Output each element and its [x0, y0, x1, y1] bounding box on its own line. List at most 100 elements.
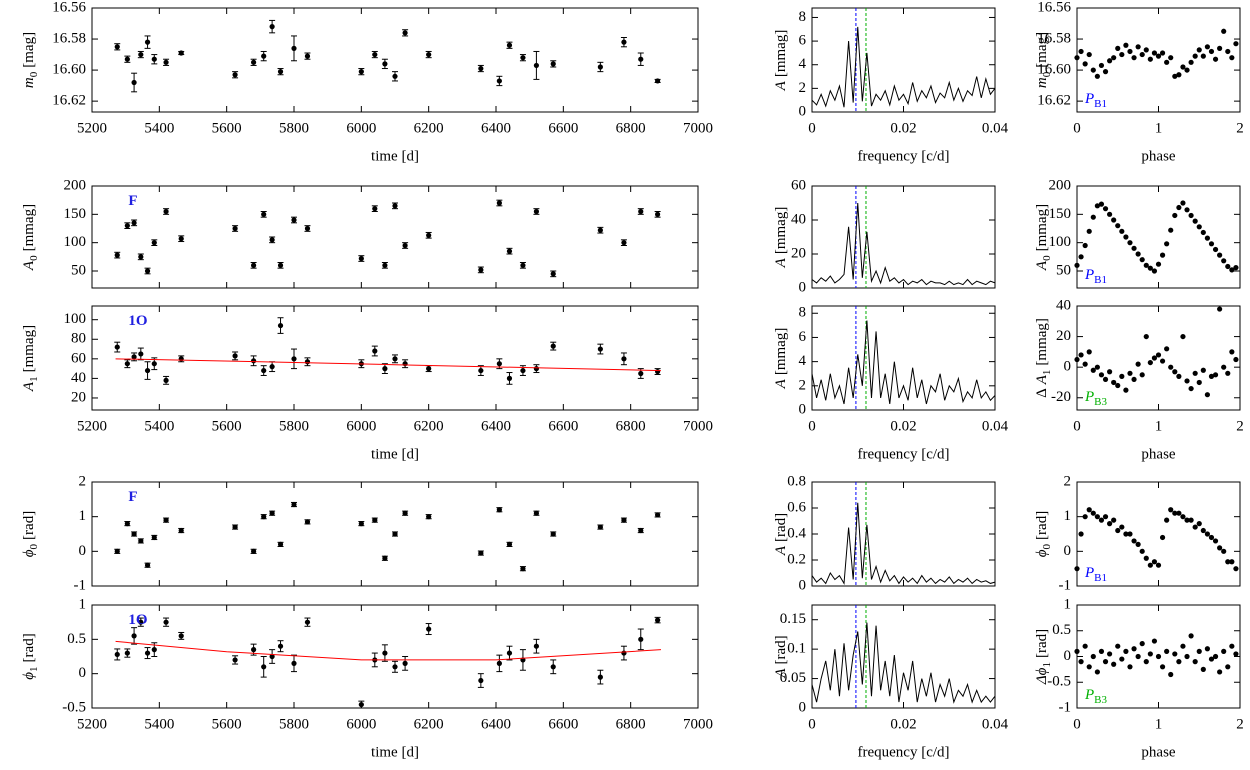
data-point	[1127, 370, 1133, 376]
data-point	[1155, 352, 1162, 358]
data-point	[1192, 370, 1198, 376]
data-point	[151, 647, 157, 653]
y-tick-label: 0	[1064, 648, 1072, 664]
data-point	[1123, 531, 1129, 537]
y-axis-label: A [mmag]	[773, 328, 789, 390]
data-point	[478, 367, 484, 374]
data-point	[1131, 646, 1137, 652]
data-point	[1159, 664, 1166, 670]
data-point	[1139, 641, 1145, 647]
data-point	[506, 375, 513, 381]
y-tick-label: 40	[1056, 297, 1071, 313]
data-point	[232, 225, 238, 232]
label-part: [mmag]	[1034, 204, 1050, 251]
x-tick-label: 0	[808, 120, 816, 136]
label-part: m	[21, 77, 37, 88]
data-point	[597, 64, 603, 70]
data-point	[1086, 51, 1092, 58]
data-point	[1212, 372, 1219, 378]
label-part: 1O	[128, 612, 147, 628]
y-tick-label: 6	[799, 329, 807, 345]
label-part: 1	[28, 666, 40, 672]
label-part: [mag]	[1034, 32, 1050, 68]
data-point	[1115, 382, 1121, 389]
data-point	[1098, 201, 1105, 207]
x-tick-label: 0.04	[982, 120, 1009, 136]
data-point	[269, 510, 275, 516]
data-point	[1098, 648, 1105, 654]
data-point	[1111, 217, 1117, 223]
data-point	[1147, 562, 1153, 568]
data-point	[138, 619, 144, 625]
y-axis-label: m0 [mag]	[1034, 32, 1052, 88]
label-part: [rad]	[773, 635, 789, 664]
x-tick-label: 6600	[548, 418, 578, 434]
panel: 5200 5400 5600 5800 6000 6200 6400 6600 6800 7000…	[21, 596, 713, 760]
data-point	[1086, 664, 1092, 670]
data-point	[1200, 367, 1206, 373]
data-point	[1074, 566, 1080, 572]
x-tick-label: 6400	[481, 120, 511, 136]
data-point	[402, 510, 408, 516]
data-point	[533, 510, 540, 516]
data-point	[1180, 333, 1186, 340]
data-point	[1098, 372, 1105, 378]
data-point	[277, 541, 284, 548]
data-point	[1204, 392, 1210, 398]
data-point	[1184, 517, 1190, 523]
data-point	[261, 514, 267, 520]
data-point	[1164, 648, 1170, 654]
data-point	[372, 206, 378, 212]
data-point	[1225, 370, 1231, 376]
label-part: 0	[1041, 543, 1053, 549]
x-tick-label: 5600	[212, 716, 242, 732]
label-part: [rad]	[21, 511, 37, 540]
data-point	[597, 674, 603, 680]
label-part: P	[1084, 565, 1094, 581]
data-point	[1159, 534, 1166, 541]
x-tick-label: 0.02	[890, 418, 916, 434]
data-point	[402, 361, 408, 367]
data-point	[1139, 257, 1145, 263]
panel: 0 0.02 0.04 0 0.05 0.1 0.15 frequency [c/d] A [ra…	[773, 604, 1009, 760]
data-point	[1217, 669, 1223, 675]
y-tick-label: 0.15	[780, 611, 806, 627]
data-point	[1135, 541, 1141, 548]
data-point	[1123, 42, 1129, 48]
data-point	[1176, 510, 1182, 516]
y-tick-label: 100	[64, 234, 87, 250]
data-point	[1119, 656, 1125, 662]
data-point	[291, 45, 297, 51]
data-point	[1078, 659, 1084, 665]
data-point	[124, 56, 130, 62]
annotation: PB1	[1084, 565, 1107, 583]
plot-frame	[811, 185, 996, 289]
y-tick-label: 8	[799, 305, 807, 321]
data-point	[621, 650, 627, 656]
data-point	[1074, 356, 1080, 363]
label-part: A	[773, 668, 789, 679]
data-point	[1168, 227, 1174, 233]
data-point	[550, 61, 556, 67]
label-part: A	[21, 260, 37, 271]
data-point	[1172, 73, 1178, 79]
x-tick-label: 6600	[548, 716, 578, 732]
data-point	[1135, 251, 1141, 257]
data-point	[1204, 235, 1210, 241]
data-point	[1196, 521, 1202, 527]
y-tick-label: 16.56	[1037, 0, 1071, 15]
data-point	[1212, 56, 1219, 62]
data-point	[1074, 262, 1080, 268]
data-point	[1196, 379, 1202, 386]
x-tick-label: 0.04	[982, 418, 1009, 434]
x-tick-label: 0	[1073, 716, 1081, 732]
panel: 50 100 150 200 A0 [mmag] PB1	[1034, 177, 1241, 289]
data-point	[1090, 653, 1096, 660]
data-point	[1208, 534, 1215, 541]
label-part: A	[773, 80, 789, 91]
data-point	[1168, 364, 1174, 370]
y-tick-label: 0	[799, 279, 807, 295]
x-tick-label: 6200	[414, 716, 444, 732]
data-point	[1082, 61, 1088, 67]
